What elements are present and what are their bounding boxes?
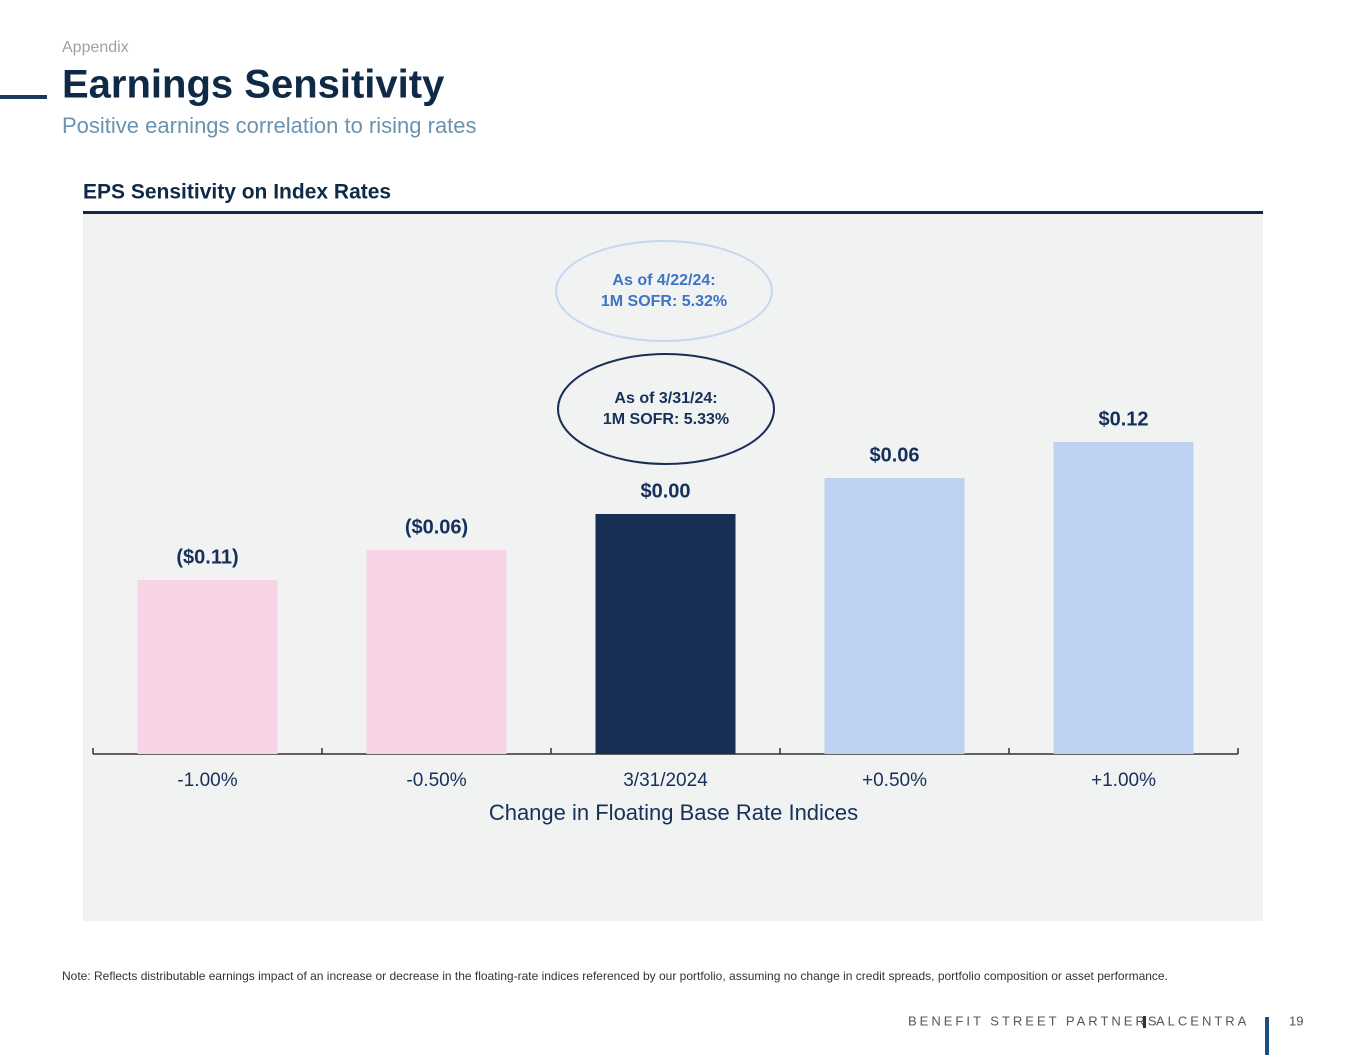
bar [1053,442,1194,754]
annotation-text: 1M SOFR: 5.32% [601,293,727,310]
footer-separator [1143,1016,1146,1028]
bar [137,580,278,754]
slide-title: Earnings Sensitivity [62,63,445,107]
footer-brand: ALCENTRA [1156,1013,1249,1028]
x-tick-label: -1.00% [177,770,237,791]
chart-title: EPS Sensitivity on Index Rates [83,181,391,204]
value-label: ($0.11) [176,546,238,568]
slide-subtitle: Positive earnings correlation to rising … [62,113,477,138]
chart-rule [83,211,1263,214]
annotation-ellipse [557,353,775,465]
value-label: $0.12 [1098,408,1148,430]
annotation-text: As of 4/22/24: [612,272,715,289]
footnote: Note: Reflects distributable earnings im… [62,969,1168,983]
bar [595,514,736,754]
x-tick-label: +1.00% [1091,770,1156,791]
annotation-text: As of 3/31/24: [614,390,717,407]
bar [824,478,965,754]
x-tick-label: -0.50% [406,770,466,791]
x-tick-label: 3/31/2024 [623,770,708,791]
x-tick-label: +0.50% [862,770,927,791]
annotation-ellipse [555,240,773,342]
footer-bar [1265,1017,1269,1055]
annotation-text: 1M SOFR: 5.33% [603,411,729,428]
value-label: $0.00 [640,480,690,502]
bar [366,550,507,754]
section-label: Appendix [62,39,129,56]
accent-line [0,95,47,99]
value-label: $0.06 [869,444,919,466]
footer-brand: BENEFIT STREET PARTNERS [908,1013,1160,1028]
x-axis-label: Change in Floating Base Rate Indices [489,800,858,825]
value-label: ($0.06) [405,516,468,538]
page-number: 19 [1289,1013,1303,1028]
